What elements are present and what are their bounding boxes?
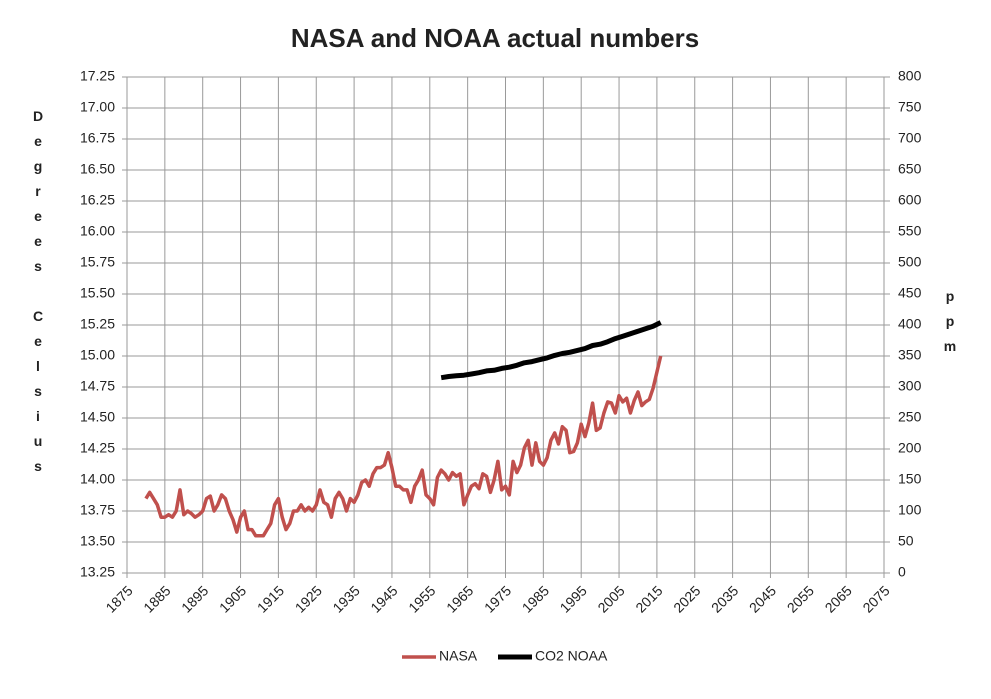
y-tick-label: 17.00 <box>80 99 115 115</box>
series-line <box>440 320 662 381</box>
y2-tick-label: 250 <box>898 409 922 425</box>
y-tick-label: 13.25 <box>80 564 115 580</box>
y2-tick-label: 550 <box>898 223 922 239</box>
y-tick-label: 16.00 <box>80 223 115 239</box>
y-tick-label: 17.25 <box>80 68 115 84</box>
y-tick-label: 16.50 <box>80 161 115 177</box>
y2-tick-label: 0 <box>898 564 906 580</box>
y-tick-label: 15.00 <box>80 347 115 363</box>
y2-tick-label: 450 <box>898 285 922 301</box>
y-tick-label: 14.75 <box>80 378 115 394</box>
y2-tick-label: 700 <box>898 130 922 146</box>
y-tick-label: 13.50 <box>80 533 115 549</box>
y-tick-label: 15.25 <box>80 316 115 332</box>
y-tick-label: 15.75 <box>80 254 115 270</box>
y2-tick-label: 650 <box>898 161 922 177</box>
y2-tick-label: 200 <box>898 440 922 456</box>
y-tick-label: 14.50 <box>80 409 115 425</box>
y2-tick-label: 150 <box>898 471 922 487</box>
series-line <box>144 355 663 538</box>
y-tick-label: 14.00 <box>80 471 115 487</box>
y2-tick-label: 400 <box>898 316 922 332</box>
y2-tick-label: 500 <box>898 254 922 270</box>
y2-tick-label: 300 <box>898 378 922 394</box>
y-tick-label: 15.50 <box>80 285 115 301</box>
y2-tick-label: 600 <box>898 192 922 208</box>
y-tick-label: 16.25 <box>80 192 115 208</box>
y2-tick-label: 100 <box>898 502 922 518</box>
legend-label: CO2 NOAA <box>535 648 608 664</box>
y-tick-label: 14.25 <box>80 440 115 456</box>
y-tick-label: 16.75 <box>80 130 115 146</box>
y-tick-label: 13.75 <box>80 502 115 518</box>
y2-tick-label: 350 <box>898 347 922 363</box>
legend-label: NASA <box>439 648 478 664</box>
y2-tick-label: 750 <box>898 99 922 115</box>
y2-tick-label: 800 <box>898 68 922 84</box>
y2-tick-label: 50 <box>898 533 914 549</box>
chart-title: NASA and NOAA actual numbers <box>291 23 699 53</box>
